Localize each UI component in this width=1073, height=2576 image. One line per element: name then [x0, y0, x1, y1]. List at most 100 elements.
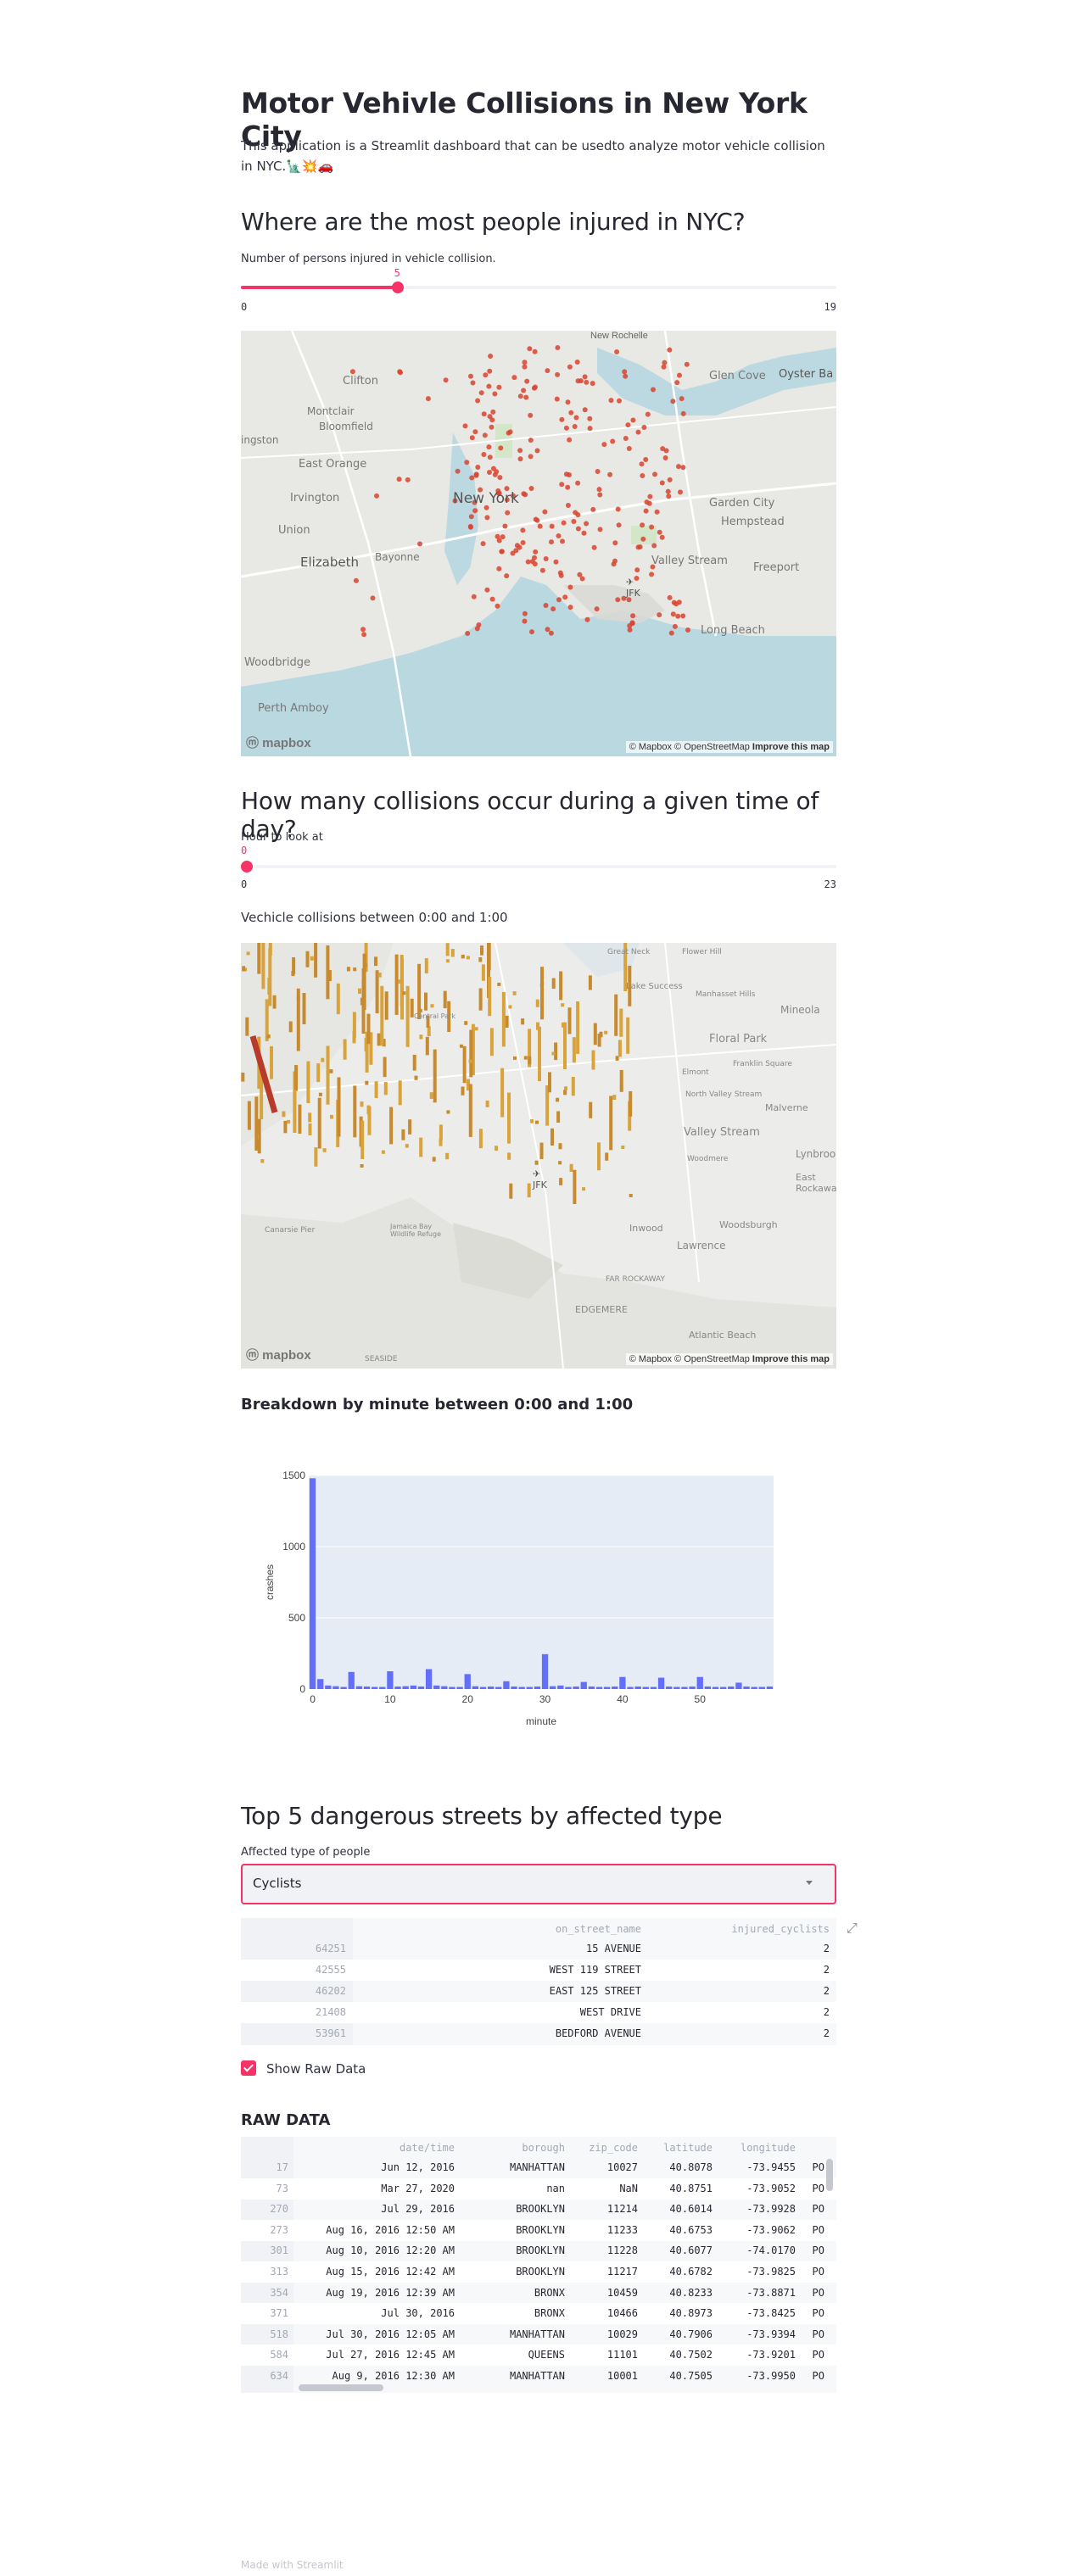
- injury-point: [470, 380, 476, 386]
- table-row[interactable]: 518 Jul 30, 2016 12:05 AM MANHATTAN 10029 40…: [241, 2324, 836, 2345]
- mapbox-logo[interactable]: ⓜ mapbox: [246, 736, 311, 750]
- collision-column: [241, 1073, 245, 1082]
- collision-column: [569, 1163, 573, 1172]
- table-row[interactable]: 301 Aug 10, 2016 12:20 AM BROOKLYN 11228 40.…: [241, 2240, 836, 2261]
- bar: [666, 1686, 673, 1689]
- mapbox-logo-2[interactable]: ⓜ mapbox: [246, 1348, 311, 1363]
- injury-point: [556, 533, 562, 538]
- collision-column: [321, 1057, 325, 1062]
- table-row[interactable]: 273 Aug 16, 2016 12:50 AM BROOKLYN 11233 40.…: [241, 2219, 836, 2241]
- table-row[interactable]: 73 Mar 27, 2020 nan NaN 40.8751 -73.9052 PO: [241, 2177, 836, 2200]
- table-row[interactable]: 17 Jun 12, 2016 MANHATTAN 10027 40.8078 -73.9…: [241, 2157, 836, 2178]
- datetime-cell: Jul 30, 2016 12:05 AM: [326, 2328, 455, 2340]
- collision-column: [352, 1012, 356, 1038]
- map1-label-new-rochelle: New Rochelle: [590, 331, 648, 341]
- bar: [402, 1686, 409, 1689]
- bar: [464, 1674, 471, 1689]
- collision-column: [576, 1001, 580, 1054]
- longitude-cell: -73.9201: [746, 2349, 796, 2361]
- hour-slider-track[interactable]: [241, 865, 836, 868]
- affected-type-label: Affected type of people: [241, 1846, 371, 1859]
- table-row[interactable]: 354 Aug 19, 2016 12:39 AM BRONX 10459 40.823…: [241, 2283, 836, 2304]
- injury-point: [511, 375, 517, 381]
- injured-slider-track[interactable]: [241, 286, 836, 289]
- top5-table[interactable]: on_street_name injured_cyclists 64251 15…: [241, 1918, 836, 2045]
- injured-slider[interactable]: 5 0 19: [241, 267, 836, 318]
- collision-column: [260, 1073, 264, 1119]
- table-row[interactable]: 42555 WEST 119 STREET 2: [241, 1960, 836, 1981]
- vertical-scrollbar[interactable]: [826, 2159, 833, 2191]
- bar: [511, 1686, 517, 1689]
- table-row[interactable]: 21408 WEST DRIVE 2: [241, 2002, 836, 2023]
- injury-point: [517, 544, 523, 550]
- collision-column: [471, 1023, 475, 1075]
- bar: [696, 1676, 703, 1689]
- map1-label-hempstead: Hempstead: [721, 516, 785, 528]
- collision-column: [254, 1096, 259, 1151]
- collision-3d-map[interactable]: Great Neck Flower Hill Lake Success Manh…: [241, 943, 836, 1369]
- hour-slider[interactable]: 0 0 23: [241, 845, 836, 894]
- injury-point: [582, 374, 588, 380]
- top5-col-count: injured_cyclists: [731, 1923, 830, 1935]
- injury-point: [684, 361, 690, 367]
- table-row[interactable]: 584 Jul 27, 2016 12:45 AM QUEENS 11101 40.75…: [241, 2345, 836, 2367]
- collision-column: [316, 1063, 321, 1083]
- row-index: 371: [270, 2307, 288, 2320]
- bar: [743, 1686, 750, 1689]
- table-row[interactable]: 634 Aug 9, 2016 12:30 AM MANHATTAN 10001 40.…: [241, 2366, 836, 2387]
- collision-column: [582, 1187, 586, 1191]
- longitude-cell: -73.9825: [746, 2266, 796, 2278]
- x-tick-label: 50: [695, 1693, 707, 1705]
- bar: [348, 1671, 355, 1689]
- row-index: 313: [270, 2266, 288, 2278]
- injured-slider-value: 5: [394, 267, 400, 279]
- collision-column: [377, 973, 382, 978]
- raw-data-table[interactable]: date/time borough zip_code latitude long…: [241, 2137, 836, 2393]
- show-raw-data-checkbox[interactable]: Show Raw Data: [241, 2059, 411, 2077]
- table-row[interactable]: 270 Jul 29, 2016 BROOKLYN 11214 40.6014 -73.9…: [241, 2199, 836, 2220]
- table-row[interactable]: 46202 EAST 125 STREET 2: [241, 1981, 836, 2002]
- injury-point: [612, 540, 618, 546]
- collision-column: [283, 1120, 288, 1134]
- map1-label-bloomfield: Bloomfield: [319, 421, 373, 432]
- x-tick-label: 40: [617, 1693, 629, 1705]
- footer-text[interactable]: Made with Streamlit: [241, 2559, 344, 2571]
- horizontal-scrollbar[interactable]: [299, 2384, 383, 2391]
- table-row[interactable]: 371 Jul 30, 2016 BRONX 10466 40.8973 -73.8425…: [241, 2303, 836, 2325]
- injury-point: [522, 360, 528, 365]
- bar: [728, 1686, 735, 1689]
- map1-label-freeport: Freeport: [753, 561, 800, 574]
- minute-chart[interactable]: 0 500 1000 1500 0 10 20 30 40 50 minute crashes: [241, 1458, 784, 1747]
- longitude-cell: -73.9052: [746, 2182, 796, 2194]
- zip-cell: 11233: [606, 2223, 638, 2236]
- injury-point: [652, 471, 657, 477]
- collision-column: [501, 991, 506, 1047]
- truncated-cell: PO: [812, 2223, 824, 2236]
- truncated-cell: PO: [812, 2370, 824, 2382]
- fullscreen-icon[interactable]: ⤢: [847, 1920, 858, 1936]
- map1-improve-link[interactable]: Improve this map: [752, 742, 830, 752]
- injury-point: [571, 519, 577, 524]
- table-row[interactable]: 64251 15 AVENUE 2: [241, 1938, 836, 1960]
- longitude-cell: -73.9455: [746, 2161, 796, 2173]
- hour-slider-thumb[interactable]: [241, 861, 253, 873]
- injury-map[interactable]: New Rochelle Clifton Montclair Bloomfiel…: [241, 331, 836, 756]
- top5-heading: Top 5 dangerous streets by affected type: [241, 1802, 723, 1830]
- bar: [355, 1686, 363, 1689]
- table-row[interactable]: 53961 BEDFORD AVENUE 2: [241, 2023, 836, 2044]
- collision-column: [257, 943, 261, 974]
- row-index: 64251: [315, 1943, 346, 1954]
- row-index: 354: [270, 2286, 288, 2299]
- map1-label-bayonne: Bayonne: [375, 551, 420, 563]
- checkbox-box[interactable]: [241, 2060, 256, 2076]
- injured-slider-thumb[interactable]: [391, 282, 404, 293]
- minute-heading: Breakdown by minute between 0:00 and 1:0…: [241, 1396, 634, 1413]
- affected-type-select[interactable]: Cyclists: [241, 1864, 836, 1904]
- injury-point: [591, 544, 597, 550]
- injury-point: [523, 394, 529, 400]
- collision-column: [412, 1054, 416, 1071]
- table-row[interactable]: 313 Aug 15, 2016 12:42 AM BROOKLYN 11217 40.…: [241, 2261, 836, 2283]
- bar: [410, 1685, 416, 1689]
- map2-improve-link[interactable]: Improve this map: [752, 1354, 830, 1364]
- bar: [758, 1687, 765, 1689]
